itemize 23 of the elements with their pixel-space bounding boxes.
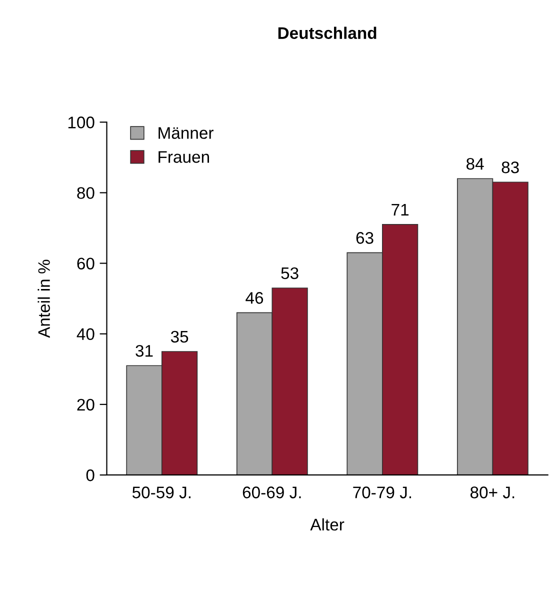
data-label: 35 (170, 330, 188, 343)
y-tick-label: 80 (77, 187, 94, 199)
data-label: 84 (466, 158, 484, 170)
y-tick-label: 40 (76, 328, 94, 340)
data-label: 46 (246, 292, 264, 304)
y-tick-label: 100 (68, 116, 94, 128)
x-axis-title: Alter (310, 518, 344, 531)
x-tick-label: 80+ J. (470, 486, 514, 498)
data-label: 31 (136, 344, 153, 357)
legend-label: Frauen (158, 151, 209, 163)
x-tick-label: 60-69 J. (242, 486, 301, 498)
data-label: 83 (502, 161, 519, 174)
x-tick-label: 50-59 J. (132, 486, 190, 498)
data-label: 63 (356, 232, 374, 244)
chart-title: Deutschland (278, 26, 376, 39)
legend-label: Männer (158, 127, 214, 139)
y-tick-label: 60 (77, 258, 94, 270)
y-tick-label: 20 (77, 398, 94, 411)
x-tick-label: 70-79 J. (353, 486, 412, 498)
data-label: 71 (392, 204, 409, 216)
data-label: 53 (281, 267, 298, 280)
y-tick-label: 0 (86, 469, 94, 482)
y-axis-title: Anteil in % (38, 260, 50, 338)
